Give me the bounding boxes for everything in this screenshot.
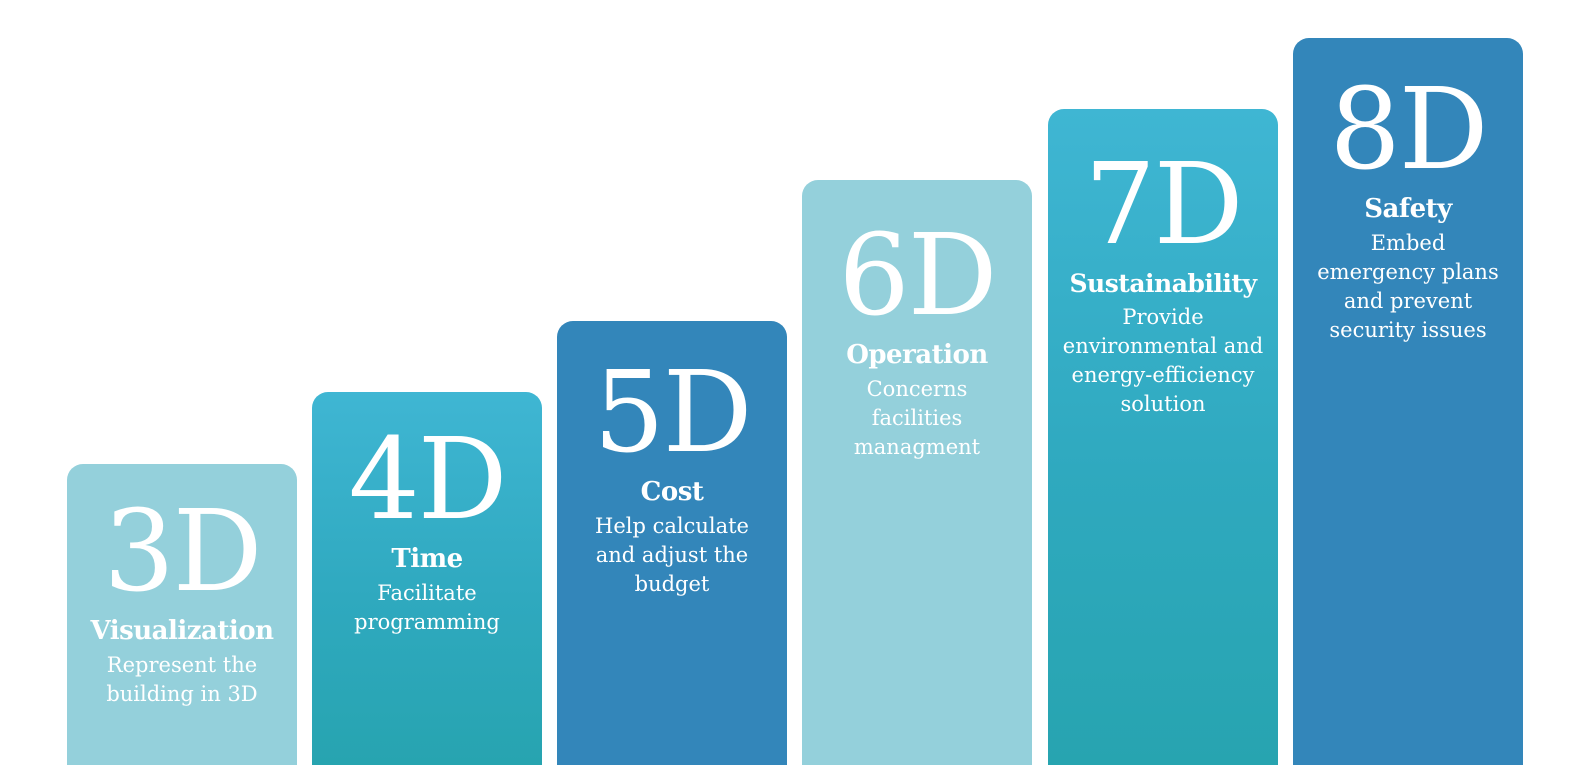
step-5d-cost: 5D Cost Help calculate and adjust the bu… — [557, 321, 787, 765]
dimension-label: 7D — [1084, 140, 1243, 270]
step-title: Visualization — [90, 616, 274, 646]
dimension-label: 6D — [838, 211, 997, 341]
step-8d-safety: 8D Safety Embed emergency plans and prev… — [1293, 38, 1523, 765]
step-description: Represent the building in 3D — [106, 653, 258, 707]
step-title: Sustainability — [1069, 269, 1257, 298]
dimension-label: 3D — [103, 487, 262, 617]
step-7d-sustainability: 7D Sustainability Provide environmental … — [1048, 109, 1278, 765]
step-title: Cost — [640, 477, 704, 507]
step-6d-operation: 6D Operation Concerns facilities managme… — [802, 180, 1032, 765]
dimension-label: 4D — [348, 415, 507, 545]
step-4d-time: 4D Time Facilitate programming — [312, 392, 542, 765]
dimension-label: 8D — [1329, 65, 1488, 195]
dimension-label: 5D — [593, 348, 752, 478]
step-title: Safety — [1364, 194, 1452, 224]
step-title: Time — [391, 544, 463, 574]
step-description: Concerns facilities managment — [853, 377, 981, 460]
step-description: Help calculate and adjust the budget — [595, 514, 749, 597]
step-title: Operation — [846, 340, 988, 370]
step-3d-visualization: 3D Visualization Represent the building … — [67, 464, 297, 765]
step-description: Embed emergency plans and prevent securi… — [1317, 231, 1499, 343]
step-description: Provide environmental and energy-efficie… — [1062, 305, 1264, 416]
step-description: Facilitate programming — [354, 581, 500, 635]
